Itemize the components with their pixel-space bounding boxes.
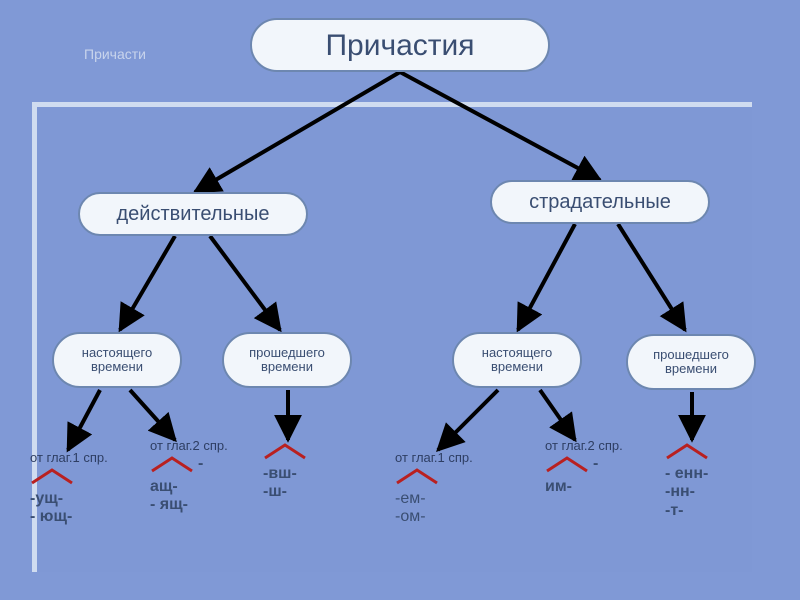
suffix-caret-icon: [395, 467, 515, 490]
suffix-text: им-: [545, 478, 665, 496]
node-root: Причастия: [250, 18, 550, 72]
leaf-act-pres-2: от глаг.2 спр. - ащ- - ящ-: [150, 438, 270, 515]
suffix-text: -ущ-: [30, 490, 150, 508]
leaf-label: от глаг.1 спр.: [30, 450, 150, 465]
suffix-text: -т-: [665, 502, 785, 520]
node-label: действительные: [117, 203, 270, 225]
node-passive-past: прошедшего времени: [626, 334, 756, 390]
suffix-text: -нн-: [665, 483, 785, 501]
node-active: действительные: [78, 192, 308, 236]
leaf-act-pres-1: от глаг.1 спр. -ущ- - ющ-: [30, 450, 150, 527]
suffix-caret-icon: [30, 467, 150, 490]
suffix-text: - енн-: [665, 465, 785, 483]
node-label: страдательные: [529, 191, 671, 213]
leaf-act-past: -вш- -ш-: [263, 442, 383, 502]
suffix-caret-icon: [545, 455, 589, 478]
leaf-pas-past: - енн- -нн- -т-: [665, 442, 785, 520]
suffix-text: - ющ-: [30, 508, 150, 526]
suffix-caret-icon: [150, 455, 194, 478]
suffix-text: - ящ-: [150, 496, 270, 514]
suffix-caret-icon: [665, 442, 785, 465]
leaf-label: от глаг.2 спр.: [150, 438, 270, 453]
node-label: настоящего времени: [482, 346, 552, 375]
node-active-past: прошедшего времени: [222, 332, 352, 388]
suffix-text: -: [198, 455, 203, 473]
node-passive-present: настоящего времени: [452, 332, 582, 388]
leaf-label: от глаг.1 спр.: [395, 450, 515, 465]
suffix-text: -вш-: [263, 465, 383, 483]
node-label: Причастия: [325, 29, 474, 62]
leaf-label: от глаг.2 спр.: [545, 438, 665, 453]
ghost-text: Причасти: [84, 46, 146, 62]
leaf-pas-pres-2: от глаг.2 спр. - им-: [545, 438, 665, 496]
node-label: прошедшего времени: [653, 348, 729, 377]
suffix-text: -ем-: [395, 490, 515, 508]
suffix-caret-icon: [263, 442, 383, 465]
node-label: настоящего времени: [82, 346, 152, 375]
suffix-text: -ом-: [395, 508, 515, 526]
node-active-present: настоящего времени: [52, 332, 182, 388]
node-label: прошедшего времени: [249, 346, 325, 375]
suffix-text: ащ-: [150, 478, 270, 496]
suffix-text: -: [593, 455, 598, 473]
node-passive: страдательные: [490, 180, 710, 224]
suffix-text: -ш-: [263, 483, 383, 501]
leaf-pas-pres-1: от глаг.1 спр. -ем- -ом-: [395, 450, 515, 527]
